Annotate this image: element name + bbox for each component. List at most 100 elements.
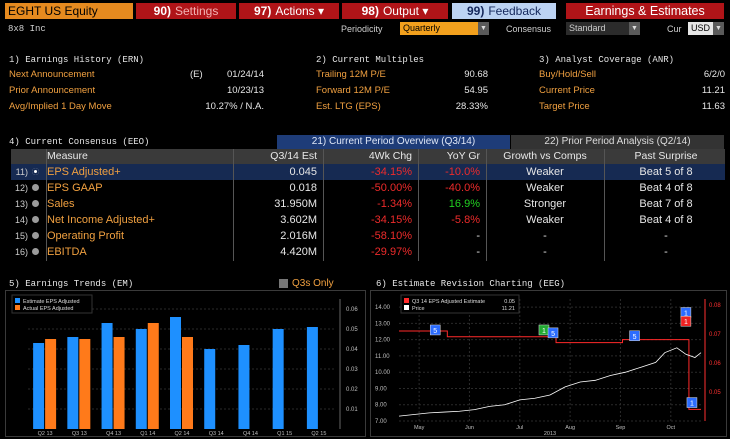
yoy-growth-cell: -5.8% — [451, 214, 480, 226]
radio-icon[interactable] — [32, 180, 42, 196]
earnings-trends-chart: 0.06 0.05 0.04 0.03 0.02 0.01 Q2 13 Q3 13 Q4 13 Q… — [5, 290, 366, 437]
bar-estimate — [272, 329, 284, 429]
multiples-row: Forward 12M P/E 54.95 — [316, 85, 488, 101]
estimate-cell: 0.045 — [289, 166, 317, 178]
earnings-history-row: Avg/Implied 1 Day Move 10.27% / N.A. — [9, 101, 264, 117]
estimate-revision-title[interactable]: 6) Estimate Revision Charting (EEG) — [376, 279, 566, 289]
y-tick-label: 0.01 — [346, 407, 358, 413]
x-tick-label: Q2 14 — [175, 431, 190, 436]
row-label: Prior Announcement — [9, 85, 96, 96]
row-label: Current Price — [539, 85, 595, 96]
consensus-value: Standard — [569, 23, 606, 33]
radio-icon[interactable] — [32, 228, 42, 244]
output-menu-button[interactable]: 98) Output ▾ — [342, 3, 448, 19]
past-surprise-cell: Beat 5 of 8 — [639, 166, 693, 178]
x-tick-label: Q3 14 — [209, 431, 224, 436]
yoy-growth-cell: - — [476, 246, 480, 258]
tab-current-period-overview[interactable]: 21) Current Period Overview (Q3/14) — [277, 135, 510, 149]
periodicity-dropdown[interactable]: Quarterly ▼ — [400, 22, 489, 35]
right-tick-label: 0.06 — [709, 361, 721, 367]
yoy-growth-cell: - — [476, 230, 480, 242]
legend-box — [400, 294, 520, 314]
radio-selected-icon[interactable] — [32, 164, 42, 180]
row-label: Est. LTG (EPS) — [316, 101, 381, 112]
price-line — [398, 347, 702, 417]
estimate-cell: 0.018 — [289, 182, 317, 194]
row-value: 11.63 — [701, 101, 725, 112]
actions-menu-button[interactable]: 97) Actions ▾ — [239, 3, 339, 19]
feedback-label: Feedback — [488, 4, 542, 18]
col-past-surprise-header[interactable]: Past Surprise — [634, 150, 698, 162]
legend-value: 0.05 — [504, 299, 515, 305]
radio-icon[interactable] — [32, 196, 42, 212]
legend-swatch — [404, 298, 409, 303]
revision-marker-label: 5 — [551, 331, 555, 338]
past-surprise-cell: Beat 7 of 8 — [639, 198, 693, 210]
bar-actual — [79, 339, 91, 429]
table-row[interactable]: 14) Net Income Adjusted+ 3.602M -34.15% -5.8… — [11, 212, 725, 228]
left-tick-label: 11.00 — [375, 354, 390, 360]
earnings-history-row: Next Announcement (E) 01/24/14 — [9, 69, 264, 85]
multiples-row: Trailing 12M P/E 90.68 — [316, 69, 488, 85]
periodicity-value: Quarterly — [403, 23, 441, 33]
consensus-table: Measure Q3/14 Est 4Wk Chg YoY Gr Growth … — [11, 149, 725, 261]
col-est-header[interactable]: Q3/14 Est — [270, 150, 317, 162]
table-row[interactable]: 15) Operating Profit 2.016M -58.10% - - - — [11, 228, 725, 244]
coverage-row: Target Price 11.63 — [539, 101, 725, 117]
table-row[interactable]: 13) Sales 31.950M -1.34% 16.9% Stronger Beat 7… — [11, 196, 725, 212]
row-number: 14) — [14, 215, 28, 225]
settings-button[interactable]: 90) Settings — [136, 3, 236, 19]
revision-marker — [629, 330, 640, 342]
ticker-field[interactable]: EGHT US Equity — [5, 3, 133, 19]
actions-shortcut: 97) — [253, 4, 272, 18]
earnings-history-title[interactable]: 1) Earnings History (ERN) — [9, 55, 145, 65]
table-row[interactable]: 16) EBITDA 4.420M -29.97% - - - — [11, 244, 725, 260]
past-surprise-cell: Beat 4 of 8 — [639, 182, 693, 194]
current-consensus-title[interactable]: 4) Current Consensus (EEO) — [9, 137, 150, 147]
chevron-down-icon: ▼ — [629, 22, 640, 35]
currency-dropdown[interactable]: USD ▼ — [688, 22, 724, 35]
revision-marker — [547, 327, 559, 339]
radio-icon[interactable] — [32, 244, 42, 260]
growth-vs-comps-cell: Weaker — [526, 182, 564, 194]
consensus-dropdown[interactable]: Standard ▼ — [566, 22, 640, 35]
measure-cell: EPS Adjusted+ — [47, 166, 121, 178]
x-tick-label: Q1 14 — [140, 431, 155, 436]
col-yoy-header[interactable]: YoY Gr — [446, 150, 480, 162]
bar-estimate — [135, 329, 147, 429]
estimate-cell: 3.602M — [280, 214, 317, 226]
measure-cell: Sales — [47, 198, 75, 210]
legend-label: Price — [412, 306, 425, 312]
y-tick-label: 0.03 — [346, 367, 358, 373]
x-tick-label: Q2 13 — [38, 431, 53, 436]
row-label: Next Announcement — [9, 69, 95, 80]
table-header: Measure Q3/14 Est 4Wk Chg YoY Gr Growth … — [11, 149, 725, 164]
earnings-trends-title[interactable]: 5) Earnings Trends (EM) — [9, 279, 134, 289]
x-tick-label: Q3 13 — [72, 431, 87, 436]
chevron-down-icon: ▼ — [478, 22, 489, 35]
column-divider — [46, 149, 47, 261]
legend-label: Actual EPS Adjusted — [23, 306, 73, 312]
feedback-button[interactable]: 99) Feedback — [452, 3, 556, 19]
bar-actual — [147, 323, 159, 429]
analyst-coverage-title[interactable]: 3) Analyst Coverage (ANR) — [539, 55, 675, 65]
radio-icon[interactable] — [32, 212, 42, 228]
tab-prior-period-analysis[interactable]: 22) Prior Period Analysis (Q2/14) — [511, 135, 724, 149]
row-value: 01/24/14 — [227, 69, 264, 80]
table-row[interactable]: 11) EPS Adjusted+ 0.045 -34.15% -10.0% Weaker… — [11, 164, 725, 180]
four-week-change-cell: -34.15% — [371, 214, 412, 226]
earnings-history-row: Prior Announcement 10/23/13 — [9, 85, 264, 101]
row-number: 12) — [14, 183, 28, 193]
col-4wk-chg-header[interactable]: 4Wk Chg — [368, 150, 412, 162]
col-measure-header[interactable]: Measure — [47, 150, 88, 162]
bar-actual — [113, 337, 125, 429]
feedback-shortcut: 99) — [466, 4, 485, 18]
bar-estimate — [67, 337, 79, 429]
row-label: Avg/Implied 1 Day Move — [9, 101, 112, 112]
table-row[interactable]: 12) EPS GAAP 0.018 -50.00% -40.0% Weaker Beat … — [11, 180, 725, 196]
x-year-label: 2013 — [544, 431, 556, 436]
col-growth-header[interactable]: Growth vs Comps — [503, 150, 587, 162]
consensus-label: Consensus — [506, 24, 552, 34]
q3s-only-checkbox[interactable] — [279, 279, 288, 288]
estimate-line — [399, 330, 701, 410]
